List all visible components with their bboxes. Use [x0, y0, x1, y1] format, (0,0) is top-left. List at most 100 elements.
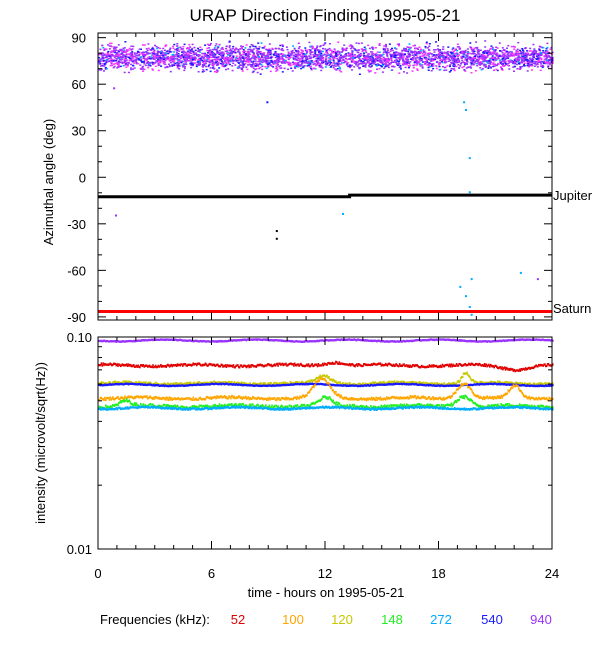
azimuth-point: [244, 47, 247, 49]
intensity-point: [440, 365, 443, 369]
azimuth-point: [464, 49, 467, 52]
azimuth-point: [367, 44, 370, 47]
intensity-point: [330, 339, 333, 342]
series-940-khz: [98, 338, 554, 343]
azimuth-point: [270, 65, 273, 67]
azimuth-point: [215, 71, 218, 73]
azimuth-point: [390, 58, 393, 60]
azimuth-point: [481, 58, 484, 60]
azimuth-point: [132, 45, 135, 48]
azimuth-point: [332, 59, 335, 62]
azimuth-point: [447, 54, 450, 56]
azimuth-point: [472, 49, 475, 51]
intensity-point: [216, 381, 218, 384]
azimuth-point: [317, 49, 320, 51]
intensity-point: [187, 382, 189, 385]
intensity-point: [364, 363, 367, 366]
azimuth-point: [111, 51, 114, 53]
intensity-point: [362, 364, 364, 367]
azimuth-point: [292, 58, 295, 60]
intensity-point: [350, 338, 353, 341]
azimuth-point: [247, 64, 249, 66]
azimuth-point: [389, 53, 392, 56]
azimuth-point: [305, 62, 308, 64]
azimuth-point: [382, 47, 385, 50]
azimuth-point: [426, 60, 429, 62]
azimuth-point: [349, 44, 352, 46]
azimuth-point: [192, 53, 195, 56]
intensity-point: [235, 381, 237, 385]
azimuth-point: [226, 52, 228, 54]
azimuth-point: [421, 59, 424, 61]
intensity-point: [216, 340, 218, 343]
intensity-point: [198, 381, 201, 384]
intensity-point: [411, 365, 413, 368]
azimuth-point: [185, 52, 188, 55]
intensity-point: [173, 382, 175, 385]
azimuth-point: [151, 48, 154, 50]
azimuth-point: [253, 56, 256, 59]
azimuth-point: [316, 59, 319, 61]
azimuth-point: [387, 60, 390, 62]
azimuth-point: [487, 60, 490, 62]
azimuth-point: [229, 59, 231, 62]
azimuth-point: [184, 59, 186, 61]
azimuth-point: [219, 54, 222, 57]
intensity-point: [180, 338, 182, 342]
azimuth-point: [130, 63, 133, 66]
azimuth-point: [229, 63, 231, 66]
intensity-point: [492, 365, 495, 368]
azimuth-point: [432, 63, 435, 65]
azimuth-point: [305, 49, 308, 51]
intensity-point: [449, 365, 452, 368]
intensity-point: [441, 363, 444, 366]
azimuth-point: [516, 56, 519, 59]
azimuth-point: [112, 59, 115, 61]
azimuth-point: [538, 48, 541, 51]
azimuth-point: [259, 59, 262, 62]
azimuth-point: [265, 67, 268, 70]
azimuth-point: [164, 63, 167, 66]
intensity-point: [236, 339, 238, 342]
intensity-point: [548, 364, 551, 367]
azimuth-point: [420, 48, 422, 51]
intensity-point: [201, 340, 203, 343]
intensity-point: [279, 363, 282, 366]
intensity-point: [163, 382, 166, 385]
azimuth-point: [189, 46, 192, 48]
azimuth-point: [363, 56, 366, 58]
azimuth-point: [303, 59, 305, 62]
azimuth-point: [475, 53, 478, 56]
intensity-point: [244, 338, 246, 341]
azimuth-point: [483, 63, 486, 65]
azimuth-point: [261, 47, 264, 49]
azimuth-point: [497, 63, 500, 65]
azimuth-point: [517, 55, 520, 57]
azimuth-point: [382, 53, 385, 56]
azimuth-point: [415, 57, 418, 59]
azimuth-point: [134, 57, 137, 59]
azimuth-point: [288, 64, 291, 67]
intensity-point: [155, 338, 158, 341]
azimuth-point: [361, 50, 364, 53]
intensity-point: [301, 364, 304, 368]
intensity-point: [354, 338, 356, 341]
intensity-point: [494, 364, 496, 367]
azimuth-point: [412, 59, 414, 61]
azimuth-point: [209, 59, 212, 62]
intensity-point: [291, 339, 293, 343]
azimuth-point: [293, 48, 296, 50]
azimuth-point: [159, 59, 162, 61]
azimuth-point: [548, 55, 551, 57]
azimuth-point: [537, 60, 540, 62]
azimuth-point: [522, 49, 524, 52]
intensity-point: [420, 339, 423, 342]
azimuth-point: [441, 61, 444, 64]
azimuth-point: [507, 62, 510, 65]
azimuth-point: [248, 51, 251, 53]
azimuth-point: [275, 60, 278, 62]
azimuth-point: [539, 50, 542, 52]
azimuth-point: [357, 55, 360, 58]
azimuth-point: [398, 44, 400, 47]
intensity-point: [297, 340, 299, 343]
